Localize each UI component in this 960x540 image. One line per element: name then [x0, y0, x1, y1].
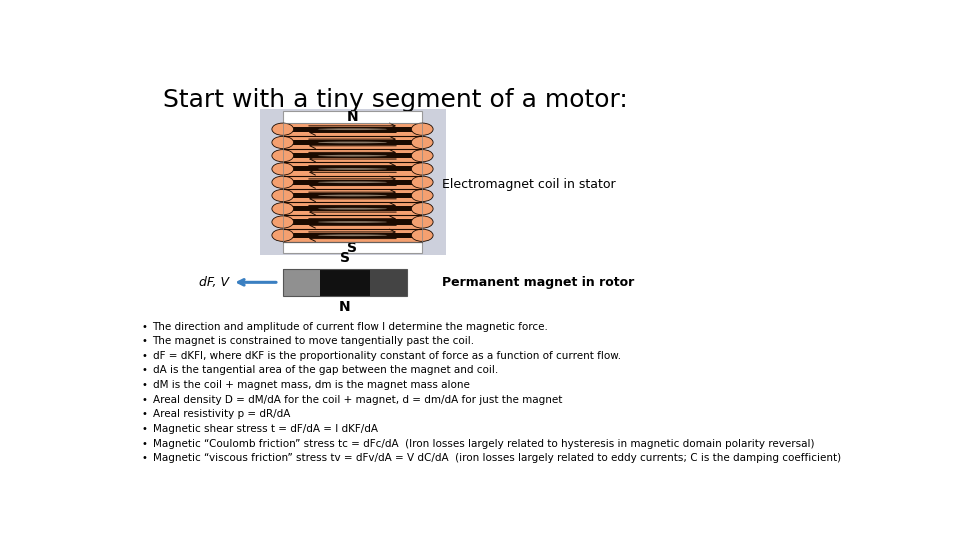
Bar: [283, 269, 320, 296]
Text: •: •: [142, 351, 148, 361]
Ellipse shape: [272, 123, 294, 136]
Ellipse shape: [318, 129, 388, 130]
Ellipse shape: [272, 202, 294, 215]
Bar: [287, 153, 419, 158]
Ellipse shape: [412, 216, 433, 228]
Text: N: N: [347, 110, 358, 124]
Ellipse shape: [412, 176, 433, 188]
Ellipse shape: [272, 163, 294, 175]
Text: dM is the coil + magnet mass, dm is the magnet mass alone: dM is the coil + magnet mass, dm is the …: [153, 380, 469, 390]
Text: •: •: [142, 438, 148, 449]
Text: Start with a tiny segment of a motor:: Start with a tiny segment of a motor:: [162, 88, 628, 112]
Ellipse shape: [318, 168, 388, 170]
Text: •: •: [142, 395, 148, 405]
Ellipse shape: [318, 141, 388, 143]
Ellipse shape: [412, 123, 433, 136]
Ellipse shape: [318, 221, 388, 223]
Ellipse shape: [272, 216, 294, 228]
Bar: [287, 166, 419, 172]
Ellipse shape: [412, 229, 433, 241]
Bar: [287, 127, 419, 132]
Text: dF, V: dF, V: [200, 276, 229, 289]
Ellipse shape: [272, 150, 294, 162]
Text: S: S: [348, 241, 357, 255]
Bar: [283, 163, 422, 176]
Bar: [283, 136, 422, 149]
Bar: [370, 269, 407, 296]
Text: Areal resistivity p = dR/dA: Areal resistivity p = dR/dA: [153, 409, 290, 420]
Text: •: •: [142, 409, 148, 420]
Bar: [287, 140, 419, 145]
Text: •: •: [142, 366, 148, 375]
Bar: [283, 269, 407, 296]
Text: dF = dKFI, where dKF is the proportionality constant of force as a function of c: dF = dKFI, where dKF is the proportional…: [153, 351, 621, 361]
Bar: [283, 176, 422, 189]
Text: •: •: [142, 380, 148, 390]
Ellipse shape: [318, 234, 388, 236]
Bar: [283, 242, 422, 253]
Ellipse shape: [318, 155, 388, 157]
Bar: [283, 215, 422, 228]
Text: dA is the tangential area of the gap between the magnet and coil.: dA is the tangential area of the gap bet…: [153, 366, 498, 375]
Text: •: •: [142, 424, 148, 434]
Ellipse shape: [272, 190, 294, 201]
Ellipse shape: [412, 150, 433, 162]
Bar: [287, 219, 419, 225]
Text: The direction and amplitude of current flow I determine the magnetic force.: The direction and amplitude of current f…: [153, 322, 548, 332]
Bar: [287, 180, 419, 185]
Text: S: S: [340, 251, 349, 265]
Ellipse shape: [272, 136, 294, 149]
Ellipse shape: [318, 194, 388, 197]
Text: The magnet is constrained to move tangentially past the coil.: The magnet is constrained to move tangen…: [153, 336, 474, 346]
Bar: [259, 110, 445, 255]
Ellipse shape: [272, 229, 294, 241]
Bar: [287, 233, 419, 238]
Ellipse shape: [318, 181, 388, 183]
Text: Areal density D = dM/dA for the coil + magnet, d = dm/dA for just the magnet: Areal density D = dM/dA for the coil + m…: [153, 395, 562, 405]
Ellipse shape: [412, 163, 433, 175]
Text: Electromagnet coil in stator: Electromagnet coil in stator: [442, 178, 615, 191]
Bar: [283, 228, 422, 242]
Text: •: •: [142, 453, 148, 463]
Bar: [283, 202, 422, 215]
Text: N: N: [339, 300, 350, 314]
Bar: [287, 193, 419, 198]
Bar: [283, 123, 422, 136]
Text: •: •: [142, 322, 148, 332]
Bar: [283, 111, 422, 123]
Bar: [283, 189, 422, 202]
Bar: [283, 149, 422, 163]
Text: Permanent magnet in rotor: Permanent magnet in rotor: [442, 276, 634, 289]
Ellipse shape: [412, 202, 433, 215]
Bar: [287, 206, 419, 211]
Text: Magnetic shear stress t = dF/dA = I dKF/dA: Magnetic shear stress t = dF/dA = I dKF/…: [153, 424, 377, 434]
Text: •: •: [142, 336, 148, 346]
Ellipse shape: [318, 208, 388, 210]
Text: Magnetic “Coulomb friction” stress tc = dFc/dA  (Iron losses largely related to : Magnetic “Coulomb friction” stress tc = …: [153, 438, 814, 449]
Text: Magnetic “viscous friction” stress tv = dFv/dA = V dC/dA  (iron losses largely r: Magnetic “viscous friction” stress tv = …: [153, 453, 841, 463]
Ellipse shape: [272, 176, 294, 188]
Ellipse shape: [412, 136, 433, 149]
Bar: [283, 123, 422, 242]
Bar: [320, 269, 370, 296]
Ellipse shape: [412, 190, 433, 201]
